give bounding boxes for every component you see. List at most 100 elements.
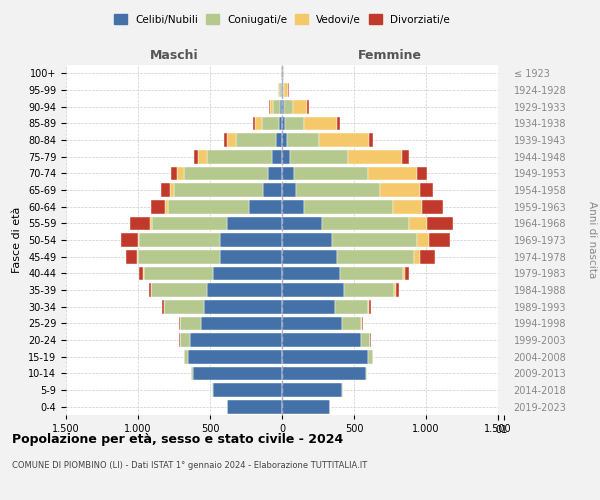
Bar: [420, 250, 434, 264]
Bar: [282, 100, 284, 114]
Bar: [282, 383, 343, 397]
Bar: [293, 100, 307, 114]
Bar: [202, 316, 282, 330]
Bar: [344, 283, 394, 297]
Bar: [285, 116, 304, 130]
Bar: [282, 83, 283, 97]
Bar: [272, 150, 282, 164]
Bar: [279, 83, 281, 97]
Bar: [138, 250, 220, 264]
Bar: [138, 233, 139, 247]
Bar: [282, 300, 335, 314]
Bar: [278, 83, 279, 97]
Bar: [370, 333, 371, 347]
Bar: [151, 200, 166, 213]
Bar: [166, 200, 168, 213]
Bar: [282, 133, 287, 147]
Bar: [409, 216, 427, 230]
Bar: [282, 116, 285, 130]
Bar: [418, 166, 427, 180]
Bar: [170, 183, 174, 197]
Bar: [282, 333, 361, 347]
Bar: [337, 116, 340, 130]
Bar: [282, 200, 304, 213]
Bar: [269, 100, 270, 114]
Bar: [296, 183, 380, 197]
Bar: [174, 183, 263, 197]
Bar: [161, 183, 170, 197]
Bar: [282, 216, 322, 230]
Bar: [179, 333, 180, 347]
Bar: [322, 216, 409, 230]
Bar: [282, 183, 296, 197]
Bar: [368, 300, 369, 314]
Bar: [180, 333, 190, 347]
Bar: [130, 216, 150, 230]
Bar: [152, 216, 227, 230]
Bar: [272, 100, 280, 114]
Bar: [396, 283, 398, 297]
Bar: [284, 83, 289, 97]
Bar: [340, 266, 403, 280]
Bar: [190, 333, 282, 347]
Bar: [227, 133, 236, 147]
Text: COMUNE DI PIOMBINO (LI) - Dati ISTAT 1° gennaio 2024 - Elaborazione TUTTITALIA.I: COMUNE DI PIOMBINO (LI) - Dati ISTAT 1° …: [12, 461, 367, 470]
Bar: [415, 250, 420, 264]
Bar: [282, 366, 365, 380]
Bar: [236, 133, 276, 147]
Bar: [283, 83, 284, 97]
Bar: [293, 166, 368, 180]
Bar: [361, 333, 370, 347]
Bar: [281, 66, 282, 80]
Bar: [184, 166, 268, 180]
Bar: [151, 283, 207, 297]
Bar: [144, 266, 213, 280]
Bar: [149, 283, 151, 297]
Bar: [207, 283, 282, 297]
Bar: [282, 166, 293, 180]
Bar: [179, 316, 180, 330]
Bar: [207, 150, 272, 164]
Bar: [121, 233, 138, 247]
Bar: [365, 366, 367, 380]
Bar: [188, 350, 282, 364]
Bar: [361, 316, 362, 330]
Legend: Celibi/Nubili, Coniugati/e, Vedovi/e, Divorziati/e: Celibi/Nubili, Coniugati/e, Vedovi/e, Di…: [110, 10, 454, 29]
Bar: [427, 216, 454, 230]
Bar: [193, 366, 282, 380]
Bar: [369, 133, 373, 147]
Bar: [268, 166, 282, 180]
Bar: [402, 150, 409, 164]
Bar: [282, 250, 337, 264]
Bar: [337, 250, 415, 264]
Bar: [284, 100, 293, 114]
Bar: [262, 116, 279, 130]
Bar: [343, 316, 361, 330]
Bar: [282, 66, 283, 80]
Bar: [194, 150, 199, 164]
Y-axis label: Fasce di età: Fasce di età: [13, 207, 22, 273]
Bar: [137, 250, 138, 264]
Bar: [150, 216, 152, 230]
Bar: [393, 200, 422, 213]
Bar: [177, 166, 184, 180]
Bar: [164, 300, 204, 314]
Bar: [276, 133, 282, 147]
Text: Maschi: Maschi: [149, 48, 199, 62]
Bar: [227, 216, 282, 230]
Bar: [220, 233, 282, 247]
Bar: [171, 166, 177, 180]
Bar: [254, 116, 262, 130]
Bar: [143, 266, 144, 280]
Bar: [369, 300, 371, 314]
Bar: [227, 400, 282, 413]
Bar: [282, 150, 290, 164]
Bar: [332, 233, 418, 247]
Bar: [126, 250, 137, 264]
Bar: [139, 266, 143, 280]
Bar: [282, 233, 332, 247]
Bar: [199, 150, 207, 164]
Bar: [139, 233, 220, 247]
Bar: [380, 183, 420, 197]
Bar: [282, 316, 343, 330]
